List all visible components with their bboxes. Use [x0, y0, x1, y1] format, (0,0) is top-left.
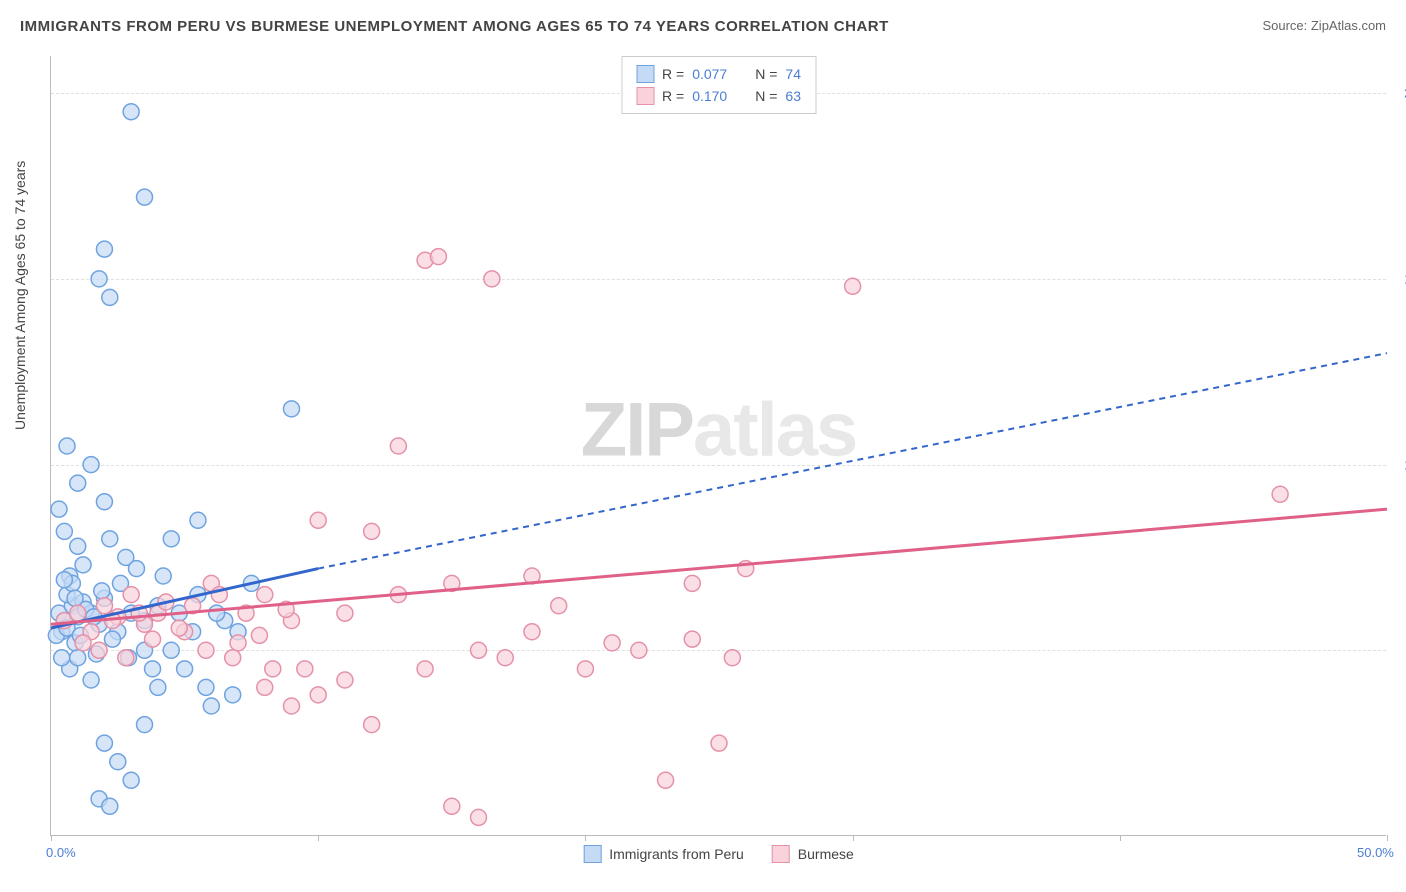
stats-row-peru: R = 0.077 N = 74	[636, 63, 801, 85]
scatter-plot-svg	[51, 56, 1386, 835]
x-tick-label: 50.0%	[1357, 845, 1394, 860]
legend-item-peru: Immigrants from Peru	[583, 845, 744, 863]
r-label: R =	[662, 66, 684, 82]
chart-title: IMMIGRANTS FROM PERU VS BURMESE UNEMPLOY…	[20, 18, 889, 35]
n-label: N =	[755, 66, 777, 82]
peru-n-value: 74	[785, 66, 801, 82]
swatch-pink-icon	[772, 845, 790, 863]
legend-label-peru: Immigrants from Peru	[609, 846, 744, 862]
n-label-2: N =	[755, 88, 777, 104]
peru-r-value: 0.077	[692, 66, 727, 82]
stats-legend: R = 0.077 N = 74 R = 0.170 N = 63	[621, 56, 816, 114]
burmese-r-value: 0.170	[692, 88, 727, 104]
swatch-blue-icon	[636, 65, 654, 83]
legend-item-burmese: Burmese	[772, 845, 854, 863]
series-legend: Immigrants from Peru Burmese	[583, 845, 854, 863]
r-label-2: R =	[662, 88, 684, 104]
burmese-n-value: 63	[785, 88, 801, 104]
source-attribution: Source: ZipAtlas.com	[1262, 18, 1386, 33]
y-axis-label: Unemployment Among Ages 65 to 74 years	[12, 161, 28, 430]
legend-label-burmese: Burmese	[798, 846, 854, 862]
stats-row-burmese: R = 0.170 N = 63	[636, 85, 801, 107]
x-tick-label: 0.0%	[46, 845, 76, 860]
chart-plot-area: ZIPatlas 5.0%10.0%15.0%20.0% R = 0.077 N…	[50, 56, 1386, 836]
swatch-pink-icon	[636, 87, 654, 105]
swatch-blue-icon	[583, 845, 601, 863]
